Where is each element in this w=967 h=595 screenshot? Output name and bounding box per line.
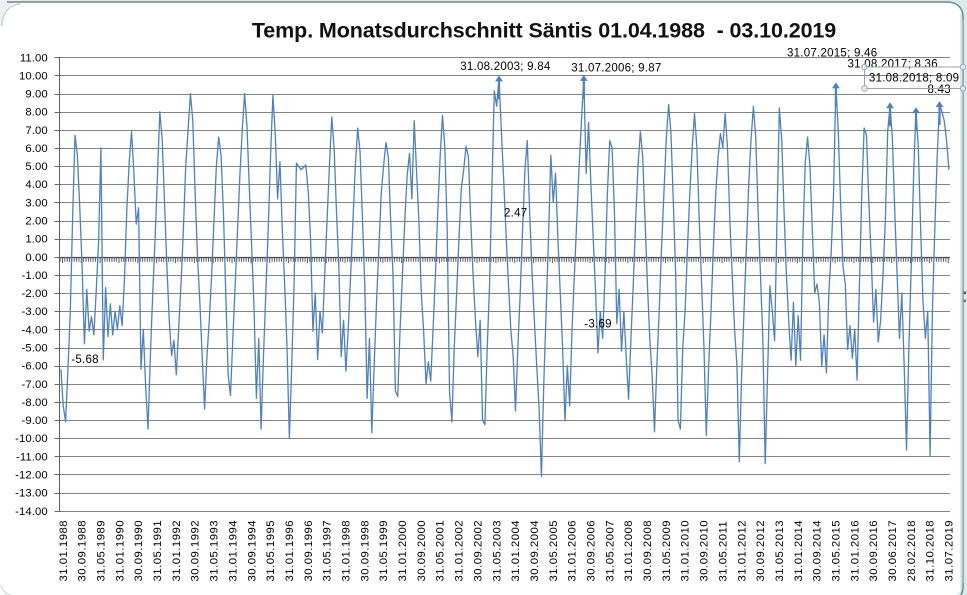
- svg-text:-8.00: -8.00: [22, 397, 48, 409]
- svg-text:31.01.2014: 31.01.2014: [793, 520, 805, 582]
- svg-text:-9.00: -9.00: [22, 415, 48, 427]
- svg-text:8.43: 8.43: [928, 84, 951, 96]
- svg-text:31.05.2005: 31.05.2005: [548, 520, 560, 582]
- svg-text:31.05.2015: 31.05.2015: [830, 520, 842, 582]
- svg-text:31.05.2007: 31.05.2007: [604, 520, 616, 582]
- svg-text:31.05.2003: 31.05.2003: [491, 520, 503, 582]
- svg-text:31.01.1998: 31.01.1998: [341, 520, 353, 582]
- svg-text:10.00: 10.00: [19, 70, 48, 82]
- svg-text:2.47: 2.47: [504, 208, 527, 220]
- svg-text:31.07.2006; 9.87: 31.07.2006; 9.87: [571, 62, 661, 74]
- svg-text:31.01.2012: 31.01.2012: [736, 520, 748, 582]
- svg-text:-2.00: -2.00: [22, 288, 48, 300]
- svg-text:31.07.2019: 31.07.2019: [944, 520, 956, 582]
- svg-text:6.00: 6.00: [25, 143, 47, 155]
- svg-text:30.09.2006: 30.09.2006: [585, 520, 597, 582]
- svg-text:-4.00: -4.00: [22, 324, 48, 336]
- svg-text:31.10.2018: 31.10.2018: [925, 520, 937, 582]
- svg-text:30.09.1994: 30.09.1994: [246, 520, 258, 582]
- svg-text:30.09.2000: 30.09.2000: [416, 520, 428, 582]
- svg-text:31.05.2009: 31.05.2009: [661, 520, 673, 582]
- svg-text:31.07.2015; 9.46: 31.07.2015; 9.46: [787, 48, 877, 60]
- svg-text:-12.00: -12.00: [15, 470, 48, 482]
- svg-text:-11.00: -11.00: [16, 451, 48, 463]
- svg-text:30.09.2014: 30.09.2014: [812, 520, 824, 582]
- svg-text:5.00: 5.00: [25, 161, 47, 173]
- svg-text:31.05.1997: 31.05.1997: [322, 520, 334, 582]
- svg-text:0.00: 0.00: [25, 252, 47, 264]
- svg-text:-5.00: -5.00: [22, 343, 48, 355]
- svg-text:30.09.1992: 30.09.1992: [190, 520, 202, 582]
- svg-text:31.08.2017; 8.36: 31.08.2017; 8.36: [848, 58, 938, 70]
- svg-text:31.01.2008: 31.01.2008: [623, 520, 635, 582]
- svg-text:31.01.2000: 31.01.2000: [397, 520, 409, 582]
- svg-text:28.02.2018: 28.02.2018: [906, 520, 918, 582]
- svg-text:3.00: 3.00: [25, 197, 47, 209]
- svg-text:31.01.1990: 31.01.1990: [114, 520, 126, 582]
- svg-text:31.08.2003; 9.84: 31.08.2003; 9.84: [460, 61, 551, 73]
- svg-text:31.05.1993: 31.05.1993: [209, 520, 221, 582]
- svg-text:-5.68: -5.68: [71, 354, 98, 366]
- svg-text:30.09.2012: 30.09.2012: [755, 520, 767, 582]
- svg-text:31.01.1994: 31.01.1994: [227, 520, 239, 582]
- svg-text:31.01.1992: 31.01.1992: [171, 520, 183, 582]
- svg-text:31.05.1989: 31.05.1989: [96, 520, 108, 582]
- svg-text:-1.00: -1.00: [22, 270, 48, 282]
- svg-text:31.01.2004: 31.01.2004: [510, 520, 522, 582]
- svg-text:-13.00: -13.00: [15, 488, 48, 500]
- svg-text:31.01.2006: 31.01.2006: [567, 520, 579, 582]
- svg-text:30.06.2017: 30.06.2017: [887, 520, 899, 582]
- svg-text:31.05.2013: 31.05.2013: [774, 520, 786, 582]
- svg-text:Temp. Monatsdurchschnitt Sänti: Temp. Monatsdurchschnitt Säntis 01.04.19…: [252, 19, 836, 43]
- svg-text:9.00: 9.00: [25, 89, 47, 101]
- svg-text:30.09.2010: 30.09.2010: [699, 520, 711, 582]
- svg-text:30.09.1990: 30.09.1990: [133, 520, 145, 582]
- svg-text:31.05.2001: 31.05.2001: [435, 520, 447, 582]
- svg-text:-14.00: -14.00: [15, 506, 48, 518]
- svg-text:-7.00: -7.00: [22, 379, 48, 391]
- svg-text:4.00: 4.00: [25, 179, 47, 191]
- svg-text:11.00: 11.00: [20, 52, 48, 64]
- svg-text:31.01.1996: 31.01.1996: [284, 520, 296, 582]
- svg-text:30.09.1988: 30.09.1988: [77, 520, 89, 582]
- svg-text:-3.00: -3.00: [22, 306, 48, 318]
- svg-text:30.09.2008: 30.09.2008: [642, 520, 654, 582]
- svg-text:-3.69: -3.69: [584, 319, 611, 331]
- svg-text:31.05.1999: 31.05.1999: [378, 520, 390, 582]
- svg-text:31.08.2018; 8.09: 31.08.2018; 8.09: [869, 72, 959, 84]
- svg-text:30.09.2002: 30.09.2002: [472, 520, 484, 582]
- svg-text:31.01.1988: 31.01.1988: [58, 520, 70, 582]
- svg-text:31.05.2011: 31.05.2011: [717, 521, 729, 582]
- svg-text:1.00: 1.00: [25, 234, 47, 246]
- svg-text:30.09.1996: 30.09.1996: [303, 520, 315, 582]
- svg-text:31.01.2002: 31.01.2002: [454, 520, 466, 582]
- svg-text:30.09.2016: 30.09.2016: [868, 520, 880, 582]
- svg-text:7.00: 7.00: [25, 125, 47, 137]
- svg-text:-10.00: -10.00: [15, 433, 48, 445]
- svg-text:30.09.1998: 30.09.1998: [359, 520, 371, 582]
- svg-text:31.05.1991: 31.05.1991: [152, 520, 164, 582]
- svg-text:30.09.2004: 30.09.2004: [529, 520, 541, 582]
- svg-text:-6.00: -6.00: [22, 361, 48, 373]
- svg-text:31.01.2016: 31.01.2016: [849, 520, 861, 582]
- svg-text:2.00: 2.00: [25, 216, 47, 228]
- svg-text:31.05.1995: 31.05.1995: [265, 520, 277, 582]
- svg-text:31.01.2010: 31.01.2010: [680, 520, 692, 582]
- svg-text:8.00: 8.00: [25, 107, 47, 119]
